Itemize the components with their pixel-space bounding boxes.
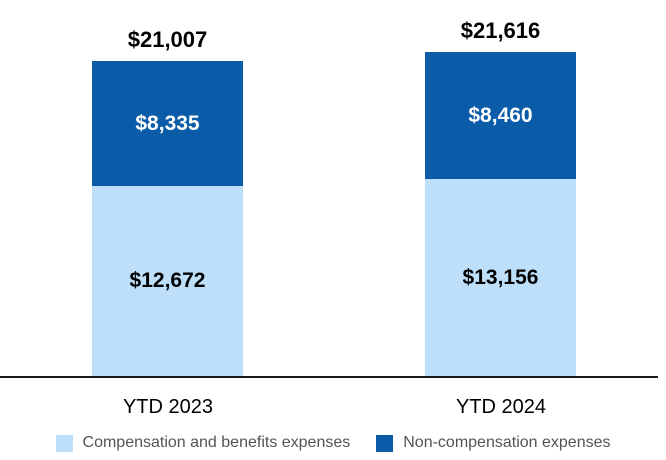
bar-total-label: $21,616: [460, 18, 541, 43]
bar-segment-non-compensation-expenses: $8,335: [92, 61, 243, 186]
bar-segment-non-compensation-expenses: $8,460: [425, 52, 576, 179]
bar-total-label: $21,007: [127, 27, 208, 52]
segment-value-label: $8,335: [135, 111, 200, 135]
legend: Compensation and benefits expenses Non-co…: [0, 434, 666, 452]
legend-swatch-non-compensation-expenses: [376, 434, 394, 452]
category-label-ytd-2023: YTD 2023: [122, 396, 214, 418]
bar-group-ytd-2023: $21,007 $8,335 $12,672: [92, 27, 243, 376]
bar-segment-compensation-and-benefits-expenses: $13,156: [425, 179, 576, 376]
bar-group-ytd-2024: $21,616 $8,460 $13,156: [425, 18, 576, 376]
segment-value-label: $8,460: [468, 103, 533, 127]
segment-value-label: $13,156: [462, 265, 539, 289]
legend-label: Compensation and benefits expenses: [82, 434, 351, 451]
category-label-ytd-2024: YTD 2024: [455, 396, 547, 418]
legend-item-non-compensation-expenses: Non-compensation expenses: [376, 434, 610, 452]
segment-value-label: $12,672: [129, 269, 206, 292]
legend-item-compensation-and-benefits-expenses: Compensation and benefits expenses: [55, 434, 351, 452]
bar-segment-compensation-and-benefits-expenses: $12,672: [92, 186, 243, 376]
legend-label: Non-compensation expenses: [403, 434, 611, 451]
legend-swatch-compensation-and-benefits-expenses: [55, 434, 73, 452]
x-axis-line: [0, 376, 658, 378]
